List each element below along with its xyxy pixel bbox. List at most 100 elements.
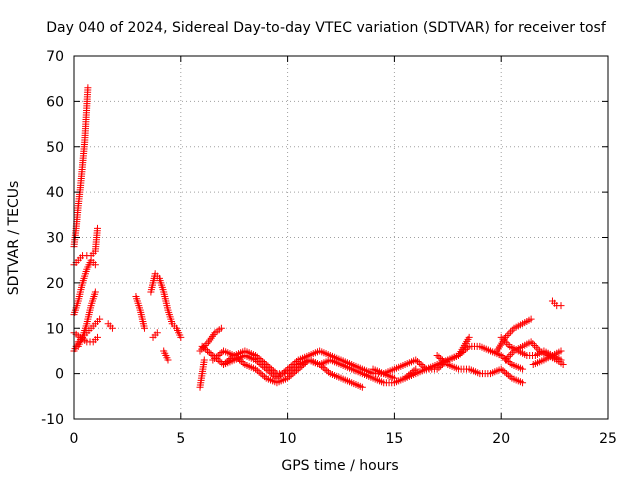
data-point-trail	[79, 335, 89, 344]
data-point-trail	[296, 352, 311, 363]
data-point-trail	[526, 351, 537, 359]
data-point-trail	[196, 372, 206, 389]
data-point-trail	[72, 330, 82, 340]
series-pass-p	[220, 347, 366, 391]
data-point-trail	[199, 358, 208, 375]
data-point	[284, 370, 292, 378]
series-pass-k	[160, 347, 172, 364]
data-point-trail	[317, 362, 333, 376]
x-tick-label: 10	[279, 431, 297, 447]
x-tick-label: 0	[70, 431, 79, 447]
data-point	[557, 347, 565, 355]
data-point-trail	[360, 366, 375, 377]
data-point-trail	[446, 361, 460, 372]
data-point-trail	[253, 353, 268, 367]
data-point-trail	[468, 342, 481, 350]
data-point-trail	[276, 370, 289, 378]
data-point-trail	[512, 321, 524, 331]
data-point-trail	[328, 357, 343, 368]
data-point-trail	[478, 343, 492, 354]
series-pass-s	[433, 351, 527, 387]
data-point-trail	[372, 370, 385, 378]
data-point	[527, 338, 535, 346]
data-point	[497, 351, 505, 359]
data-point-trail	[285, 362, 300, 376]
data-point-trail	[264, 367, 279, 381]
data-point	[262, 361, 270, 369]
data-point-trail	[516, 348, 529, 358]
data-point-trail	[529, 340, 542, 353]
data-point-trail	[75, 186, 84, 207]
data-point-trail	[467, 366, 482, 377]
y-tick-label: 10	[46, 321, 64, 337]
series-pass-x	[548, 297, 565, 310]
data-point-trail	[206, 331, 218, 344]
y-tick-label: 20	[46, 276, 64, 292]
data-point-trail	[160, 290, 171, 312]
data-point-trail	[521, 339, 533, 349]
data-point	[153, 329, 161, 337]
data-point	[465, 333, 473, 341]
data-point-trail	[328, 352, 343, 363]
data-point-trail	[435, 353, 450, 367]
data-point-trail	[161, 349, 171, 362]
data-point-trail	[92, 227, 101, 253]
y-tick-label: 70	[46, 49, 64, 65]
data-point-trail	[499, 335, 512, 349]
data-point-trail	[371, 375, 386, 386]
series-pass-l	[196, 356, 208, 391]
data-point	[164, 356, 172, 364]
data-point-trail	[328, 371, 343, 381]
data-point-trail	[510, 361, 524, 372]
data-point-trail	[512, 344, 524, 354]
y-tick-label: 30	[46, 231, 64, 247]
data-point	[93, 224, 101, 232]
data-point-trail	[221, 353, 236, 367]
data-point-trail	[275, 375, 289, 386]
data-point	[519, 365, 527, 373]
series-pass-t	[493, 315, 535, 355]
data-point	[220, 361, 228, 369]
data-point-trail	[318, 348, 332, 359]
data-point	[196, 347, 204, 355]
data-point-trail	[71, 340, 81, 353]
data-point	[252, 351, 260, 359]
data-point-trail	[243, 348, 257, 359]
series-pass-i	[147, 270, 185, 341]
data-point-trail	[339, 357, 354, 368]
data-point	[527, 315, 535, 323]
data-point	[358, 383, 366, 391]
grid	[74, 56, 608, 419]
data-point-trail	[174, 327, 184, 339]
data-point-trail	[499, 367, 514, 381]
data-point	[519, 379, 527, 387]
data-point-trail	[425, 361, 439, 372]
data-point-trail	[264, 362, 279, 376]
data-point	[501, 356, 509, 364]
data-point-trail	[200, 344, 215, 358]
data-point-trail	[503, 349, 516, 362]
data-point-trail	[296, 357, 311, 368]
series-pass-g	[104, 320, 116, 332]
data-point-trail	[77, 163, 86, 189]
data-point	[252, 365, 260, 373]
data-point-trail	[414, 366, 428, 377]
data-point-trail	[84, 258, 94, 271]
data-point-trail	[382, 366, 396, 377]
data-point-trail	[264, 375, 279, 386]
data-point-trail	[542, 353, 554, 363]
data-point	[108, 324, 116, 332]
y-axis-label: SDTVAR / TECUs	[6, 181, 22, 296]
data-point-trail	[457, 365, 470, 373]
x-tick-label: 20	[492, 431, 510, 447]
data-point-trail	[382, 379, 396, 387]
data-point-trail	[371, 366, 386, 377]
series-pass-h	[132, 292, 148, 332]
data-point-trail	[285, 367, 300, 381]
data-point	[217, 324, 225, 332]
data-point-trail	[79, 140, 88, 167]
y-tick-label: 60	[46, 94, 64, 110]
data-point	[209, 356, 217, 364]
data-point-trail	[403, 357, 418, 368]
data-point	[93, 333, 101, 341]
